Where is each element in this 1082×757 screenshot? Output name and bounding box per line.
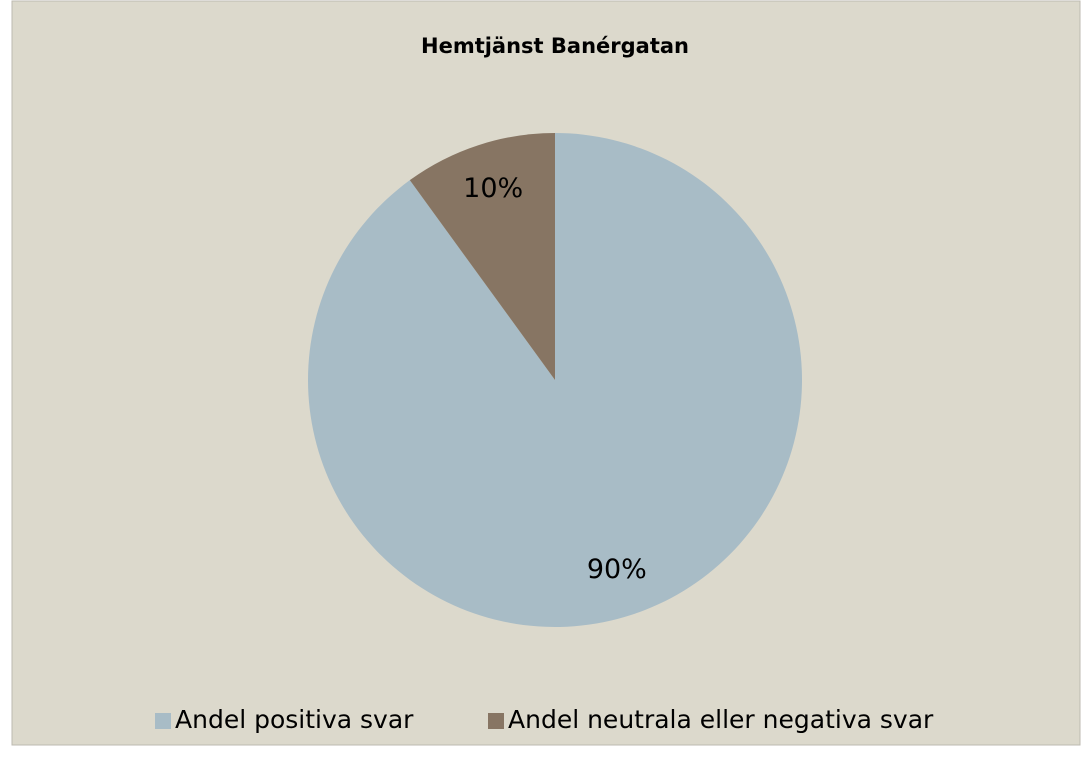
legend-label: Andel positiva svar: [175, 705, 414, 734]
legend-label: Andel neutrala eller negativa svar: [508, 705, 934, 734]
legend-swatch: [488, 713, 504, 729]
legend-swatch: [155, 713, 171, 729]
chart-title: Hemtjänst Banérgatan: [421, 34, 689, 58]
data-label: 10%: [463, 173, 523, 204]
data-label: 90%: [587, 554, 647, 585]
pie-slice: [409, 133, 555, 380]
